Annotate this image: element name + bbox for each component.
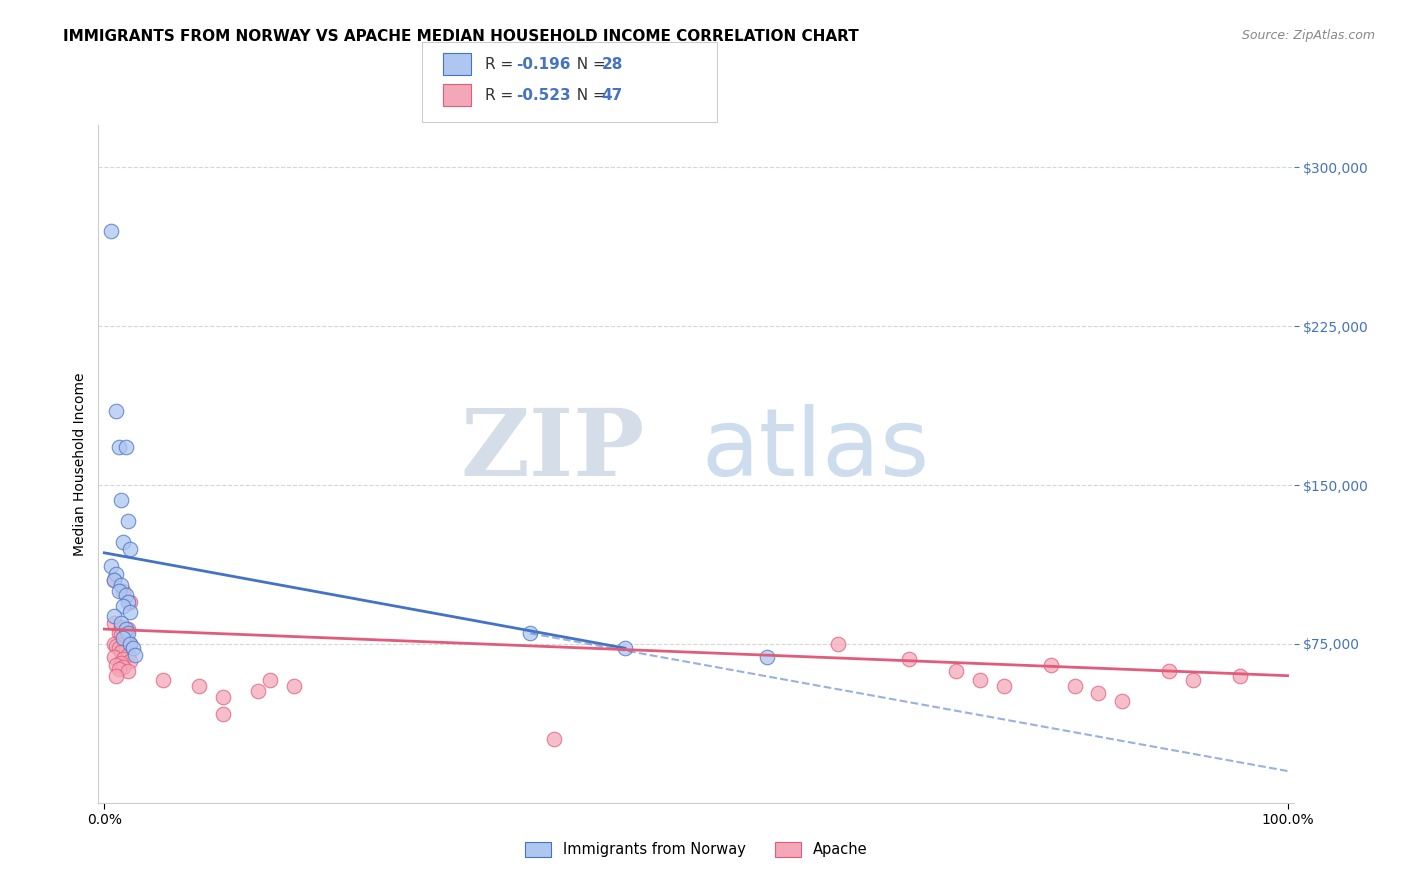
Text: R =: R = [485,88,519,103]
Point [1111,694,1133,708]
Text: 28: 28 [602,57,623,71]
Point [105,669,128,683]
Point [897,651,920,665]
Text: Source: ZipAtlas.com: Source: ZipAtlas.com [1241,29,1375,43]
Point [110,620,132,634]
Point [117,622,139,636]
Point [110,492,132,507]
Point [100,558,122,573]
Point [121,641,143,656]
Point [117,626,139,640]
Point [112,641,135,656]
Text: R =: R = [485,57,519,71]
Point [105,639,128,653]
Point [114,588,136,602]
Point [107,583,129,598]
Point [100,224,122,238]
Point [112,637,135,651]
Point [103,615,125,630]
Point [945,665,967,679]
Point [112,631,135,645]
Point [1063,679,1085,693]
Point [211,690,233,704]
Point [259,673,281,687]
Point [120,594,142,608]
Text: -0.196: -0.196 [516,57,571,71]
Text: N =: N = [567,88,610,103]
Point [247,683,270,698]
Text: IMMIGRANTS FROM NORWAY VS APACHE MEDIAN HOUSEHOLD INCOME CORRELATION CHART: IMMIGRANTS FROM NORWAY VS APACHE MEDIAN … [63,29,859,45]
Point [114,643,136,657]
Point [1087,686,1109,700]
Text: -0.523: -0.523 [516,88,571,103]
Point [188,679,211,693]
Point [110,577,132,591]
Point [107,641,129,656]
Point [117,648,139,662]
Point [112,660,135,674]
Point [110,645,132,659]
Point [117,665,139,679]
Point [211,706,233,721]
Point [120,605,142,619]
Point [114,626,136,640]
Point [120,637,142,651]
Point [103,609,125,624]
Point [152,673,174,687]
Point [543,732,565,747]
Point [1181,673,1204,687]
Point [993,679,1015,693]
Point [283,679,305,693]
Point [103,637,125,651]
Point [105,567,128,582]
Point [112,599,135,613]
Point [969,673,991,687]
Point [110,656,132,670]
Point [120,541,142,556]
Text: 47: 47 [602,88,623,103]
Point [1039,658,1062,673]
Point [1159,665,1181,679]
Point [114,440,136,454]
Y-axis label: Median Household Income: Median Household Income [73,372,87,556]
Point [114,622,136,636]
Point [1229,669,1251,683]
Point [103,574,125,588]
Point [110,615,132,630]
Point [103,574,125,588]
Legend: Immigrants from Norway, Apache: Immigrants from Norway, Apache [519,836,873,863]
Text: ZIP: ZIP [460,405,645,495]
Point [112,651,135,665]
Point [120,654,142,668]
Point [519,626,541,640]
Point [614,641,637,656]
Point [110,628,132,642]
Point [112,583,135,598]
Point [124,648,146,662]
Point [755,649,778,664]
Text: atlas: atlas [702,404,929,496]
Point [112,535,135,549]
Point [105,658,128,673]
Point [105,404,128,418]
Point [107,440,129,454]
Point [827,637,849,651]
Point [107,662,129,676]
Point [103,649,125,664]
Point [117,594,139,608]
Point [117,514,139,528]
Point [120,637,142,651]
Point [107,626,129,640]
Text: N =: N = [567,57,610,71]
